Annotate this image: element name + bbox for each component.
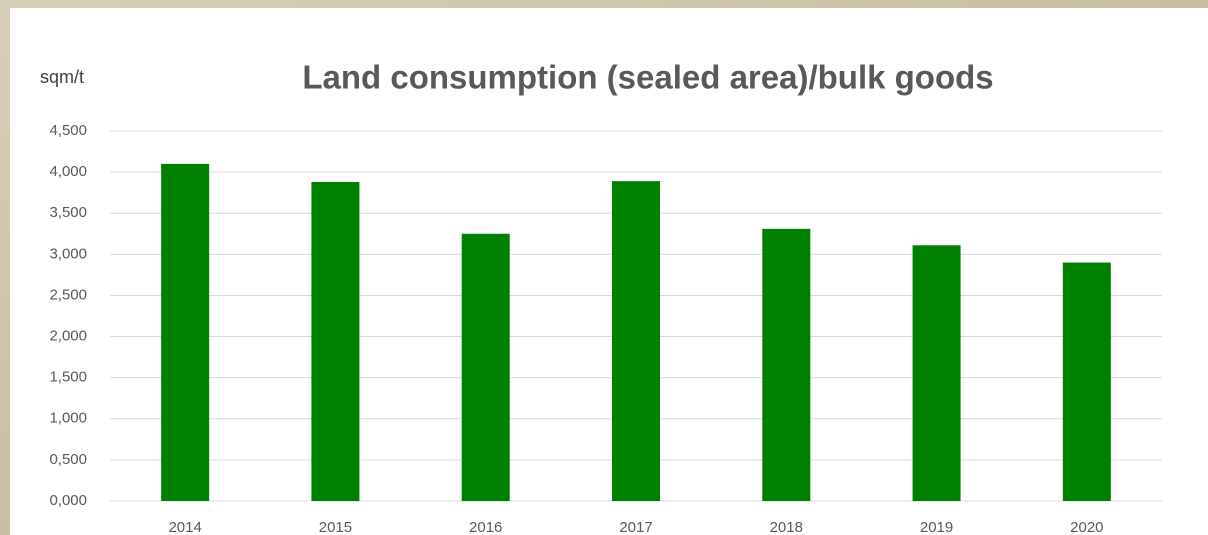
y-tick-label: 3,000 bbox=[49, 245, 87, 262]
y-tick-label: 3,500 bbox=[49, 204, 87, 221]
x-tick-label: 2018 bbox=[770, 519, 803, 535]
chart-title: Land consumption (sealed area)/bulk good… bbox=[302, 59, 993, 96]
bar bbox=[461, 233, 510, 501]
y-tick-label: 0,000 bbox=[49, 492, 87, 509]
y-tick-label: 1,500 bbox=[49, 369, 87, 386]
bar bbox=[311, 181, 360, 501]
bar bbox=[1062, 262, 1111, 501]
y-tick-label: 4,000 bbox=[49, 163, 87, 180]
bar bbox=[762, 228, 811, 501]
y-axis-label: sqm/t bbox=[40, 67, 84, 87]
y-tick-label: 0,500 bbox=[49, 451, 87, 468]
x-tick-label: 2014 bbox=[168, 519, 201, 535]
x-tick-label: 2015 bbox=[319, 519, 352, 535]
x-tick-label: 2020 bbox=[1070, 519, 1103, 535]
bar bbox=[612, 181, 660, 501]
chart-panel bbox=[10, 8, 1208, 535]
y-tick-label: 2,500 bbox=[49, 286, 87, 303]
bar bbox=[912, 245, 961, 501]
bar bbox=[161, 163, 210, 501]
y-tick-label: 1,000 bbox=[49, 410, 87, 427]
x-tick-label: 2017 bbox=[619, 519, 652, 535]
x-tick-label: 2016 bbox=[469, 519, 502, 535]
x-tick-label: 2019 bbox=[920, 519, 953, 535]
y-tick-label: 4,500 bbox=[49, 122, 87, 139]
y-tick-label: 2,000 bbox=[49, 328, 87, 345]
